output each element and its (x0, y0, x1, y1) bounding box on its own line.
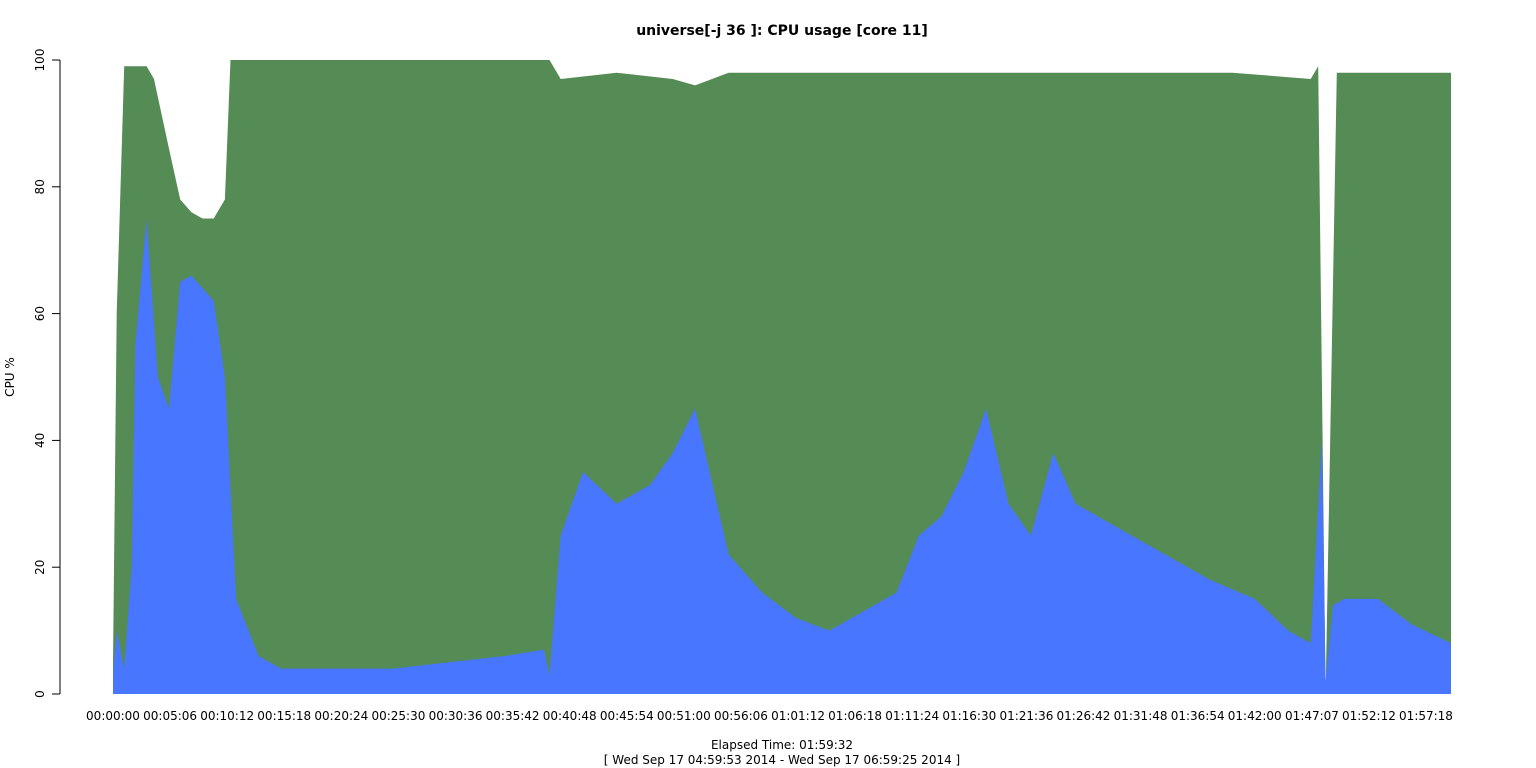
x-tick-label: 00:00:00 (86, 709, 140, 723)
x-tick-label: 00:40:48 (543, 709, 597, 723)
x-axis: 00:00:00 00:05:06 00:10:12 00:15:18 00:20:24… (86, 709, 1453, 723)
x-tick-label: 01:47:07 (1285, 709, 1339, 723)
y-tick-label: 100 (33, 49, 47, 72)
y-tick-label: 0 (33, 690, 47, 698)
x-tick-label: 01:11:24 (885, 709, 939, 723)
x-tick-label: 01:06:18 (828, 709, 882, 723)
x-tick-label: 01:31:48 (1114, 709, 1168, 723)
x-tick-label: 01:01:12 (771, 709, 825, 723)
x-tick-label: 01:36:54 (1171, 709, 1225, 723)
x-tick-label: 00:15:18 (257, 709, 311, 723)
x-tick-label: 00:05:06 (143, 709, 197, 723)
y-axis: 0 20 40 60 80 100 (33, 49, 61, 698)
x-tick-label: 00:45:54 (600, 709, 654, 723)
x-tick-label: 01:16:30 (942, 709, 996, 723)
y-tick-label: 60 (33, 306, 47, 321)
x-tick-label: 01:52:12 (1342, 709, 1396, 723)
x-axis-subtitle: [ Wed Sep 17 04:59:53 2014 - Wed Sep 17 … (604, 753, 960, 767)
x-tick-label: 01:26:42 (1057, 709, 1111, 723)
x-tick-label: 00:10:12 (200, 709, 254, 723)
y-tick-label: 40 (33, 433, 47, 448)
x-tick-label: 00:30:36 (429, 709, 483, 723)
x-tick-label: 00:51:00 (657, 709, 711, 723)
x-axis-title: Elapsed Time: 01:59:32 (711, 738, 853, 752)
plot-area (113, 60, 1451, 694)
x-tick-label: 00:35:42 (486, 709, 540, 723)
x-tick-label: 00:25:30 (371, 709, 425, 723)
x-tick-label: 00:56:06 (714, 709, 768, 723)
chart-title: universe[-j 36 ]: CPU usage [core 11] (636, 23, 928, 39)
series-user-area (113, 218, 1451, 694)
y-tick-label: 80 (33, 179, 47, 194)
y-tick-label: 20 (33, 560, 47, 575)
x-tick-label: 00:20:24 (314, 709, 368, 723)
x-tick-label: 01:42:00 (1228, 709, 1282, 723)
x-tick-label: 01:21:36 (999, 709, 1053, 723)
x-tick-label: 01:57:18 (1399, 709, 1453, 723)
y-axis-title: CPU % (3, 357, 17, 397)
